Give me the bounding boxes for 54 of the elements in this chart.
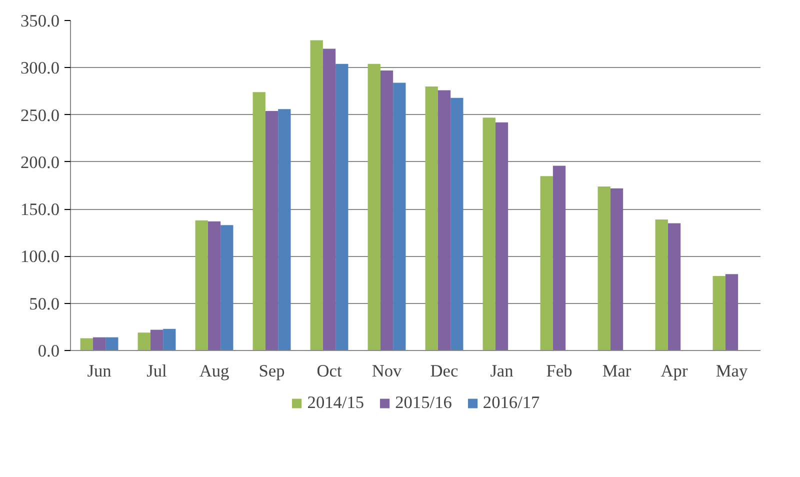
bar (540, 176, 553, 350)
x-tick-label: Nov (372, 362, 402, 380)
bar (208, 221, 221, 350)
y-tick-label: 150.0 (20, 200, 60, 220)
x-tick-label: Feb (546, 362, 572, 380)
bar (195, 220, 208, 350)
bar (712, 276, 726, 350)
bar (393, 82, 406, 350)
x-tick-label: Dec (430, 362, 459, 380)
bar (450, 98, 464, 350)
bar (310, 40, 323, 350)
bar (482, 118, 496, 350)
y-tick-label: 0.0 (38, 342, 60, 360)
x-tick-label: May (716, 362, 748, 380)
bar (725, 274, 738, 350)
y-tick-label: 250.0 (20, 106, 60, 125)
x-tick-label: Mar (602, 362, 632, 380)
bar (80, 338, 93, 350)
legend-label: 2016/17 (482, 393, 540, 413)
bar (92, 337, 106, 350)
bar (150, 330, 164, 350)
bar (655, 219, 668, 350)
bar (322, 48, 336, 350)
bar (438, 90, 451, 350)
bar (598, 186, 610, 350)
bar (278, 109, 291, 350)
legend-label: 2014/15 (307, 393, 364, 413)
bar (220, 225, 234, 350)
y-tick-label: 300.0 (20, 58, 60, 78)
x-tick-label: Oct (316, 362, 342, 380)
bar (163, 328, 176, 350)
bar (380, 70, 394, 350)
bar (106, 337, 118, 350)
x-tick-label: Sep (258, 362, 285, 380)
x-tick-label: Aug (199, 362, 230, 380)
bar (610, 188, 624, 350)
x-tick-label: Jun (87, 362, 112, 380)
y-tick-label: 50.0 (29, 294, 60, 314)
bar (265, 111, 278, 350)
x-tick-label: Apr (660, 362, 688, 380)
x-tick-label: Jul (146, 362, 168, 380)
bar (336, 64, 348, 350)
y-tick-label: 200.0 (20, 152, 60, 172)
legend-label: 2015/16 (395, 393, 452, 413)
bar (668, 223, 681, 350)
x-tick-label: Jan (490, 362, 514, 380)
bar (368, 64, 380, 350)
y-tick-label: 350.0 (20, 12, 60, 30)
bar (252, 92, 266, 350)
bar (138, 332, 150, 350)
bar (552, 166, 566, 350)
y-tick-label: 100.0 (20, 247, 60, 266)
bar (425, 86, 438, 350)
bar (495, 122, 508, 350)
